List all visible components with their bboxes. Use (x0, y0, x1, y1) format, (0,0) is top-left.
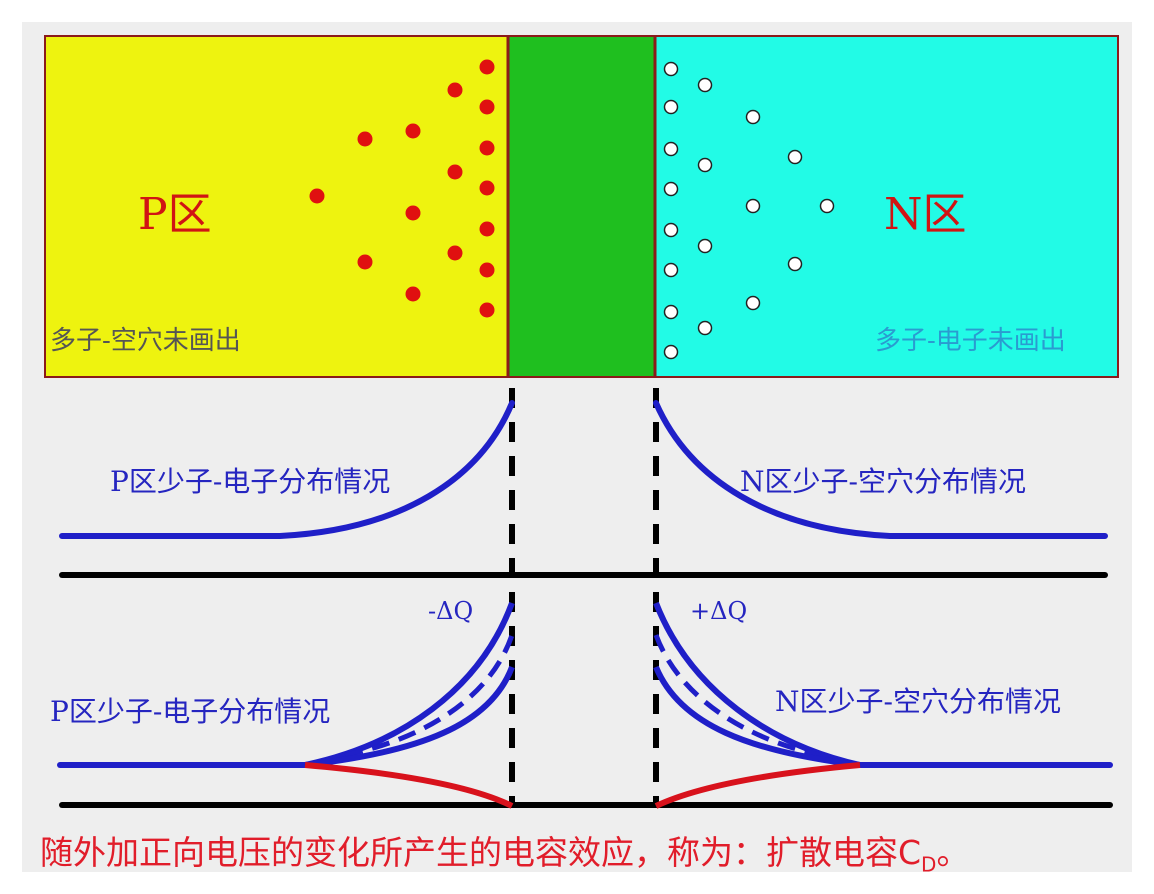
p-region-majority-note: 多子-空穴未画出 (50, 326, 241, 356)
hole-dot (663, 141, 679, 157)
hole-dot (697, 320, 713, 336)
bottom-n-red-curve (654, 762, 861, 809)
hole-dot (663, 99, 679, 115)
hole-dot (663, 304, 679, 320)
bottom-p-curve-high (304, 601, 515, 768)
hole-dot (745, 109, 761, 125)
hole-dot (663, 181, 679, 197)
electron-dot (447, 82, 463, 98)
p-region-title: P区 (138, 189, 212, 240)
n-region-majority-note: 多子-电子未画出 (875, 326, 1066, 356)
electron-dot (447, 245, 463, 261)
hole-dot (745, 295, 761, 311)
minus-dq-label: -ΔQ (428, 597, 474, 625)
hole-dot (819, 198, 835, 214)
hole-dot (697, 77, 713, 93)
electron-dot (357, 254, 373, 270)
caption: 随外加正向电压的变化所产生的电容效应，称为：扩散电容CD。 (40, 826, 969, 877)
electron-dot (309, 188, 325, 204)
electron-dot (447, 164, 463, 180)
bottom-n-curve-high (653, 601, 861, 768)
bottom-n-curve-low (653, 665, 861, 768)
middle-n-label: N区少子-空穴分布情况 (740, 465, 1026, 498)
caption-subscript: D (921, 852, 937, 877)
bottom-n-label: N区少子-空穴分布情况 (775, 685, 1061, 718)
n-region (654, 35, 1119, 378)
hole-dot (745, 198, 761, 214)
bottom-p-red-curve (304, 762, 514, 809)
electron-dot (479, 59, 495, 75)
bottom-p-curve-low (304, 665, 515, 768)
depletion-region (507, 35, 656, 378)
electron-dot (405, 123, 421, 139)
bottom-p-label: P区少子-电子分布情况 (50, 695, 331, 728)
electron-dot (479, 262, 495, 278)
electron-dot (357, 131, 373, 147)
hole-dot (787, 256, 803, 272)
hole-dot (663, 222, 679, 238)
hole-dot (663, 262, 679, 278)
electron-dot (405, 205, 421, 221)
middle-n-curve (653, 400, 1108, 539)
hole-dot (663, 344, 679, 360)
bottom-n-curve-dashed (653, 634, 821, 758)
hole-dot (697, 238, 713, 254)
electron-dot (479, 140, 495, 156)
hole-dot (787, 149, 803, 165)
middle-p-label: P区少子-电子分布情况 (110, 465, 391, 498)
bottom-p-curve-dashed (344, 634, 515, 758)
middle-p-curve (59, 400, 515, 539)
electron-dot (405, 286, 421, 302)
electron-dot (479, 302, 495, 318)
caption-suffix: 。 (936, 833, 970, 872)
plus-dq-label: +ΔQ (690, 597, 748, 625)
electron-dot (479, 221, 495, 237)
electron-dot (479, 99, 495, 115)
electron-dot (479, 180, 495, 196)
hole-dot (663, 61, 679, 77)
p-region (44, 35, 509, 378)
n-minority-holes (663, 61, 835, 360)
hole-dot (697, 157, 713, 173)
caption-text: 随外加正向电压的变化所产生的电容效应，称为：扩散电容C (40, 833, 922, 872)
n-region-title: N区 (884, 189, 967, 240)
p-minority-electrons (309, 59, 495, 318)
